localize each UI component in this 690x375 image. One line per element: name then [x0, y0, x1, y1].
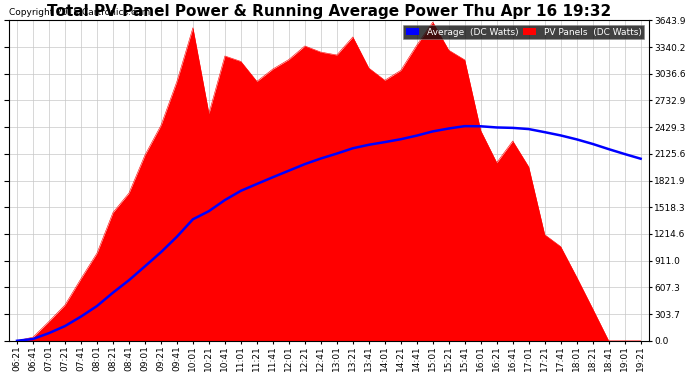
Title: Total PV Panel Power & Running Average Power Thu Apr 16 19:32: Total PV Panel Power & Running Average P… — [47, 4, 611, 19]
Legend: Average  (DC Watts), PV Panels  (DC Watts): Average (DC Watts), PV Panels (DC Watts) — [403, 25, 644, 39]
Text: Copyright 2015 Cartronics.com: Copyright 2015 Cartronics.com — [9, 8, 150, 17]
